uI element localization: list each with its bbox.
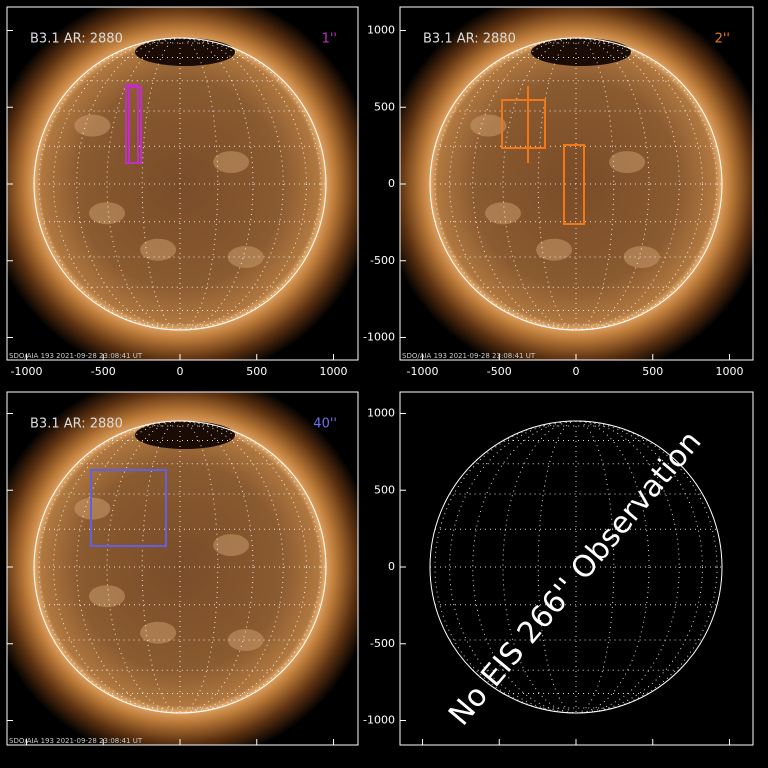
- footer: SDO/AIA 193 2021-09-28 23:08:41 UT: [9, 352, 143, 360]
- x-tick-label: 1000: [320, 365, 348, 378]
- meridian: [472, 37, 680, 331]
- meridian: [141, 420, 219, 714]
- coronal-hole: [531, 38, 631, 66]
- raster-box: [501, 99, 546, 149]
- meridian: [472, 420, 680, 714]
- annotation-boxes: [90, 84, 585, 547]
- resolution-tag: 40'': [313, 417, 337, 432]
- x-tick-label: 500: [642, 365, 663, 378]
- bright-region: [470, 114, 507, 137]
- coronal-hole: [135, 421, 235, 449]
- meridian: [141, 37, 219, 331]
- x-tick-label: -1000: [11, 365, 43, 378]
- y-tick-label: 1000: [367, 24, 395, 37]
- meridian: [76, 420, 284, 714]
- no-data-message: No EIS 266'' Observation: [442, 424, 708, 732]
- y-tick-label: -500: [370, 254, 395, 267]
- meridian: [434, 37, 718, 331]
- meridian: [537, 37, 615, 331]
- y-tick-label: -500: [370, 637, 395, 650]
- bright-region: [227, 246, 264, 268]
- sun-image: [400, 7, 753, 360]
- coronal-hole: [135, 38, 235, 66]
- meridian: [449, 420, 703, 714]
- bright-region: [227, 629, 264, 651]
- footer: SDO/AIA 193 2021-09-28 23:08:41 UT: [9, 737, 143, 745]
- panel: B3.1 AR: 2880 40'' SDO/AIA 193 2021-09-28 …: [6, 391, 359, 746]
- meridian: [53, 37, 307, 331]
- resolution-tag: 1'': [322, 32, 337, 47]
- x-tick-label: 1000: [716, 365, 744, 378]
- raster-box: [90, 469, 167, 547]
- panel-label: B3.1 AR: 2880: [30, 417, 123, 432]
- bright-region: [140, 238, 177, 261]
- bright-region: [623, 246, 660, 268]
- frame: [6, 391, 359, 746]
- meridian: [76, 37, 284, 331]
- meridian: [38, 37, 322, 331]
- resolution-tag: 2'': [715, 32, 730, 47]
- sun-image: [7, 7, 358, 360]
- bright-region: [213, 151, 250, 174]
- panel-label: B3.1 AR: 2880: [30, 32, 123, 47]
- y-tick-label: 1000: [367, 407, 395, 420]
- raster-box: [128, 86, 142, 164]
- bright-region: [140, 621, 177, 644]
- panel: -1000 -500 0 500 1000 B3.1 AR: 2880 1'' SDO/AIA…: [6, 6, 359, 378]
- y-tick-label: 0: [388, 177, 395, 190]
- footer: SDO/AIA 193 2021-09-28 23:08:41 UT: [402, 352, 536, 360]
- meridian: [449, 37, 703, 331]
- meridian: [38, 420, 322, 714]
- bright-region: [74, 497, 111, 520]
- panel: -1000 -500 0 500 1000 -1000 -500 0 500 1000 B3.1 A…: [363, 6, 754, 378]
- x-tick-label: 0: [573, 365, 580, 378]
- x-tick-label: 500: [246, 365, 267, 378]
- x-tick-label: -500: [91, 365, 116, 378]
- x-tick-label: 0: [177, 365, 184, 378]
- raster-box: [563, 144, 585, 225]
- meridian: [537, 420, 615, 714]
- bright-region: [89, 202, 125, 225]
- meridian: [53, 420, 307, 714]
- meridian: [434, 420, 718, 714]
- x-tick-label: -1000: [407, 365, 439, 378]
- panel: -1000 -500 0 500 1000 No EIS 266'' Observatio…: [363, 391, 754, 746]
- bright-region: [536, 238, 573, 261]
- y-tick-label: -1000: [363, 331, 395, 344]
- y-tick-label: 500: [374, 483, 395, 496]
- panel-label: B3.1 AR: 2880: [423, 32, 516, 47]
- bright-region: [213, 534, 250, 557]
- x-tick-label: -500: [487, 365, 512, 378]
- bright-region: [485, 202, 521, 225]
- y-tick-label: -1000: [363, 714, 395, 727]
- bright-region: [609, 151, 646, 174]
- bright-region: [74, 114, 111, 137]
- bright-region: [89, 585, 125, 608]
- y-tick-label: 500: [374, 100, 395, 113]
- y-tick-label: 0: [388, 560, 395, 573]
